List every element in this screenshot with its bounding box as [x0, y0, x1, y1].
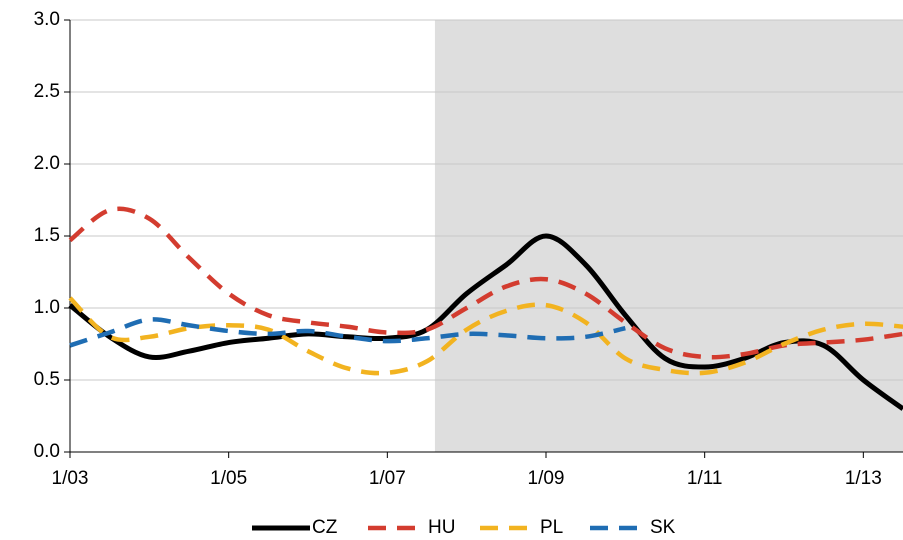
- series-line: [68, 206, 903, 360]
- legend-label: HU: [428, 517, 455, 538]
- y-tick-label: 1.5: [34, 225, 60, 246]
- x-tick-label: 1/11: [687, 468, 723, 489]
- y-tick-label: 0.5: [34, 369, 60, 390]
- legend-label: PL: [540, 517, 563, 538]
- x-tick-label: 1/13: [845, 468, 882, 489]
- series-line: [69, 317, 626, 348]
- legend-label: CZ: [312, 517, 338, 538]
- y-tick-label: 2.0: [34, 153, 60, 174]
- y-tick-label: 1.0: [34, 297, 60, 318]
- x-tick-label: 1/09: [528, 468, 565, 489]
- x-tick-label: 1/07: [369, 468, 406, 489]
- x-tick-label: 1/05: [210, 468, 247, 489]
- y-tick-label: 2.5: [34, 81, 60, 102]
- x-tick-label: 1/03: [52, 468, 89, 489]
- legend-label: SK: [650, 517, 676, 538]
- y-tick-label: 0.0: [34, 441, 60, 462]
- series-line: [68, 296, 903, 376]
- series-line: [68, 233, 903, 411]
- y-tick-label: 3.0: [34, 9, 60, 30]
